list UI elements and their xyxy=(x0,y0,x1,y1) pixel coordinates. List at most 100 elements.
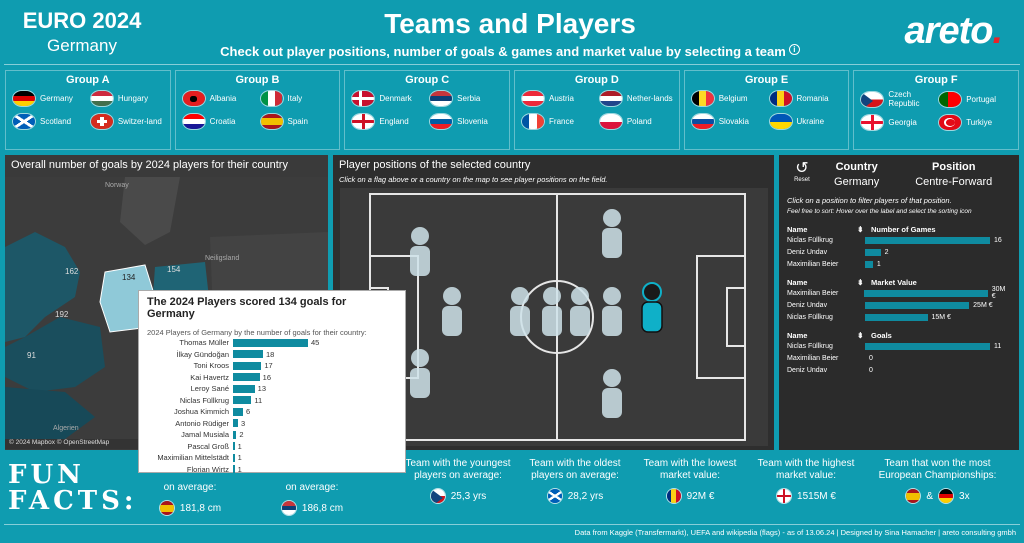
team-austria[interactable]: Austria xyxy=(521,90,595,107)
georgia-flag-icon[interactable] xyxy=(860,114,885,131)
romania-flag-icon[interactable] xyxy=(768,90,793,107)
stat-col-metric[interactable]: Goals xyxy=(871,331,892,340)
portugal-flag-icon[interactable] xyxy=(938,90,963,108)
sort-icon[interactable]: ⇟ xyxy=(857,225,864,234)
stat-col-metric[interactable]: Market Value xyxy=(871,278,917,287)
albania-flag-icon[interactable] xyxy=(181,90,206,107)
stat-row[interactable]: Niclas Füllkrug 11 xyxy=(787,340,1011,352)
team-serbia[interactable]: Serbia xyxy=(429,90,503,107)
stat-row[interactable]: Maximilian Beier 30M € xyxy=(787,286,1011,300)
team-albania[interactable]: Albania xyxy=(181,90,256,107)
stat-row[interactable]: Deniz Undav 25M € xyxy=(787,299,1011,311)
fact-label: on average: xyxy=(285,482,339,493)
team-hungary[interactable]: Hungary xyxy=(89,90,164,107)
serbia-flag-icon xyxy=(280,500,297,516)
areto-logo: areto. xyxy=(904,10,1003,52)
team-ukraine[interactable]: Ukraine xyxy=(768,113,843,130)
goals-bar xyxy=(233,361,262,370)
spain-flag-icon xyxy=(905,488,922,504)
stat-row[interactable]: Niclas Füllkrug 15M € xyxy=(787,311,1011,323)
austria-flag-icon[interactable] xyxy=(521,90,546,107)
tooltip-bar-row: Toni Kroos 17 xyxy=(147,360,397,372)
page-subtitle: Check out player positions, number of go… xyxy=(200,44,820,59)
team-slovakia[interactable]: Slovakia xyxy=(690,113,765,130)
team-romania[interactable]: Romania xyxy=(768,90,843,107)
england-flag-icon[interactable] xyxy=(351,113,376,130)
croatia-flag-icon[interactable] xyxy=(181,113,206,130)
stat-row[interactable]: Niclas Füllkrug 16 xyxy=(787,234,1011,246)
goals-value: 11 xyxy=(254,395,263,405)
germany-flag-icon[interactable] xyxy=(12,90,36,107)
scotland-flag-icon[interactable] xyxy=(12,113,36,130)
group-title: Group A xyxy=(66,74,110,86)
team-england[interactable]: England xyxy=(351,113,425,130)
turkiye-flag-icon[interactable] xyxy=(938,114,963,131)
map-label-algeria: Algerien xyxy=(53,425,79,432)
info-icon[interactable]: i xyxy=(788,44,800,55)
spain-flag-icon[interactable] xyxy=(259,113,284,130)
team-poland[interactable]: Poland xyxy=(598,113,673,130)
fun-fact-1: on average: 181,8 cm xyxy=(140,458,240,516)
player-stats: Name ⇟ Number of Games Niclas Füllkrug 1… xyxy=(779,225,1019,376)
team-slovenia[interactable]: Slovenia xyxy=(429,113,503,130)
team-switzerland[interactable]: Switzer-land xyxy=(89,113,164,130)
team-turkiye[interactable]: Turkiye xyxy=(938,114,1012,131)
stat-bar xyxy=(865,342,990,350)
map-label-france-goals: 192 xyxy=(55,310,69,319)
team-italy[interactable]: Italy xyxy=(259,90,334,107)
group-title: Group F xyxy=(914,74,958,86)
player-name: Thomas Müller xyxy=(179,338,229,348)
stat-col-name[interactable]: Name xyxy=(787,278,808,287)
fun-fact-4: Team with the oldest players on average:… xyxy=(520,458,630,504)
stat-block: Name ⇟ Market Value Maximilian Beier 30M… xyxy=(779,278,1019,323)
stat-col-name[interactable]: Name xyxy=(787,225,808,234)
team-germany[interactable]: Germany xyxy=(12,90,86,107)
team-scotland[interactable]: Scotland xyxy=(12,113,86,130)
stat-col-name[interactable]: Name xyxy=(787,331,808,340)
stat-col-metric[interactable]: Number of Games xyxy=(871,225,936,234)
stat-row[interactable]: Maximilian Beier 1 xyxy=(787,258,1011,270)
slovakia-flag-icon[interactable] xyxy=(690,113,715,130)
tooltip-bar-row: Leroy Sané 13 xyxy=(147,383,397,395)
italy-flag-icon[interactable] xyxy=(259,90,284,107)
sort-icon[interactable]: ⇟ xyxy=(857,331,864,340)
team-denmark[interactable]: Denmark xyxy=(351,90,425,107)
soccer-field[interactable] xyxy=(340,188,768,446)
stat-row[interactable]: Deniz Undav 0 xyxy=(787,364,1011,376)
reset-icon[interactable]: ↺ xyxy=(795,160,809,177)
fact-label: Team with the lowest market value: xyxy=(643,458,737,481)
goals-value: 17 xyxy=(264,361,273,371)
map-attribution[interactable]: © 2024 Mapbox © OpenStreetMap xyxy=(9,439,110,446)
team-spain[interactable]: Spain xyxy=(259,113,334,130)
team-czech[interactable]: Czech Republic xyxy=(860,90,934,108)
player-name: Niclas Füllkrug xyxy=(787,342,833,350)
france-flag-icon[interactable] xyxy=(521,113,546,130)
team-name: Portugal xyxy=(966,94,996,104)
denmark-flag-icon[interactable] xyxy=(351,90,376,107)
slovenia-flag-icon[interactable] xyxy=(429,113,454,130)
fun-fact-6: Team with the highest market value: 1515M… xyxy=(756,458,856,504)
switzerland-flag-icon[interactable] xyxy=(89,113,114,130)
ukraine-flag-icon[interactable] xyxy=(768,113,793,130)
team-croatia[interactable]: Croatia xyxy=(181,113,256,130)
team-portugal[interactable]: Portugal xyxy=(938,90,1012,108)
group-d: Group D Austria Nether-lands France Pola… xyxy=(514,70,680,150)
tooltip-bar-chart: Thomas Müller 45 İlkay Gündoğan 18 Toni Kr… xyxy=(147,337,397,475)
hungary-flag-icon[interactable] xyxy=(89,90,114,107)
serbia-flag-icon[interactable] xyxy=(429,90,454,107)
stat-row[interactable]: Deniz Undav 2 xyxy=(787,246,1011,258)
player-name: Antonio Rüdiger xyxy=(175,418,229,428)
team-france[interactable]: France xyxy=(521,113,595,130)
belgium-flag-icon[interactable] xyxy=(690,90,715,107)
reset-button[interactable]: ↺ Reset xyxy=(787,161,817,188)
sort-icon[interactable]: ⇟ xyxy=(857,278,864,287)
czech-flag-icon[interactable] xyxy=(860,90,885,108)
netherlands-flag-icon[interactable] xyxy=(598,90,623,107)
team-netherlands[interactable]: Nether-lands xyxy=(598,90,673,107)
team-belgium[interactable]: Belgium xyxy=(690,90,765,107)
poland-flag-icon[interactable] xyxy=(598,113,623,130)
team-georgia[interactable]: Georgia xyxy=(860,114,934,131)
fact-label: on average: xyxy=(163,482,217,493)
stat-row[interactable]: Maximilian Beier 0 xyxy=(787,352,1011,364)
group-title: Group C xyxy=(405,74,450,86)
